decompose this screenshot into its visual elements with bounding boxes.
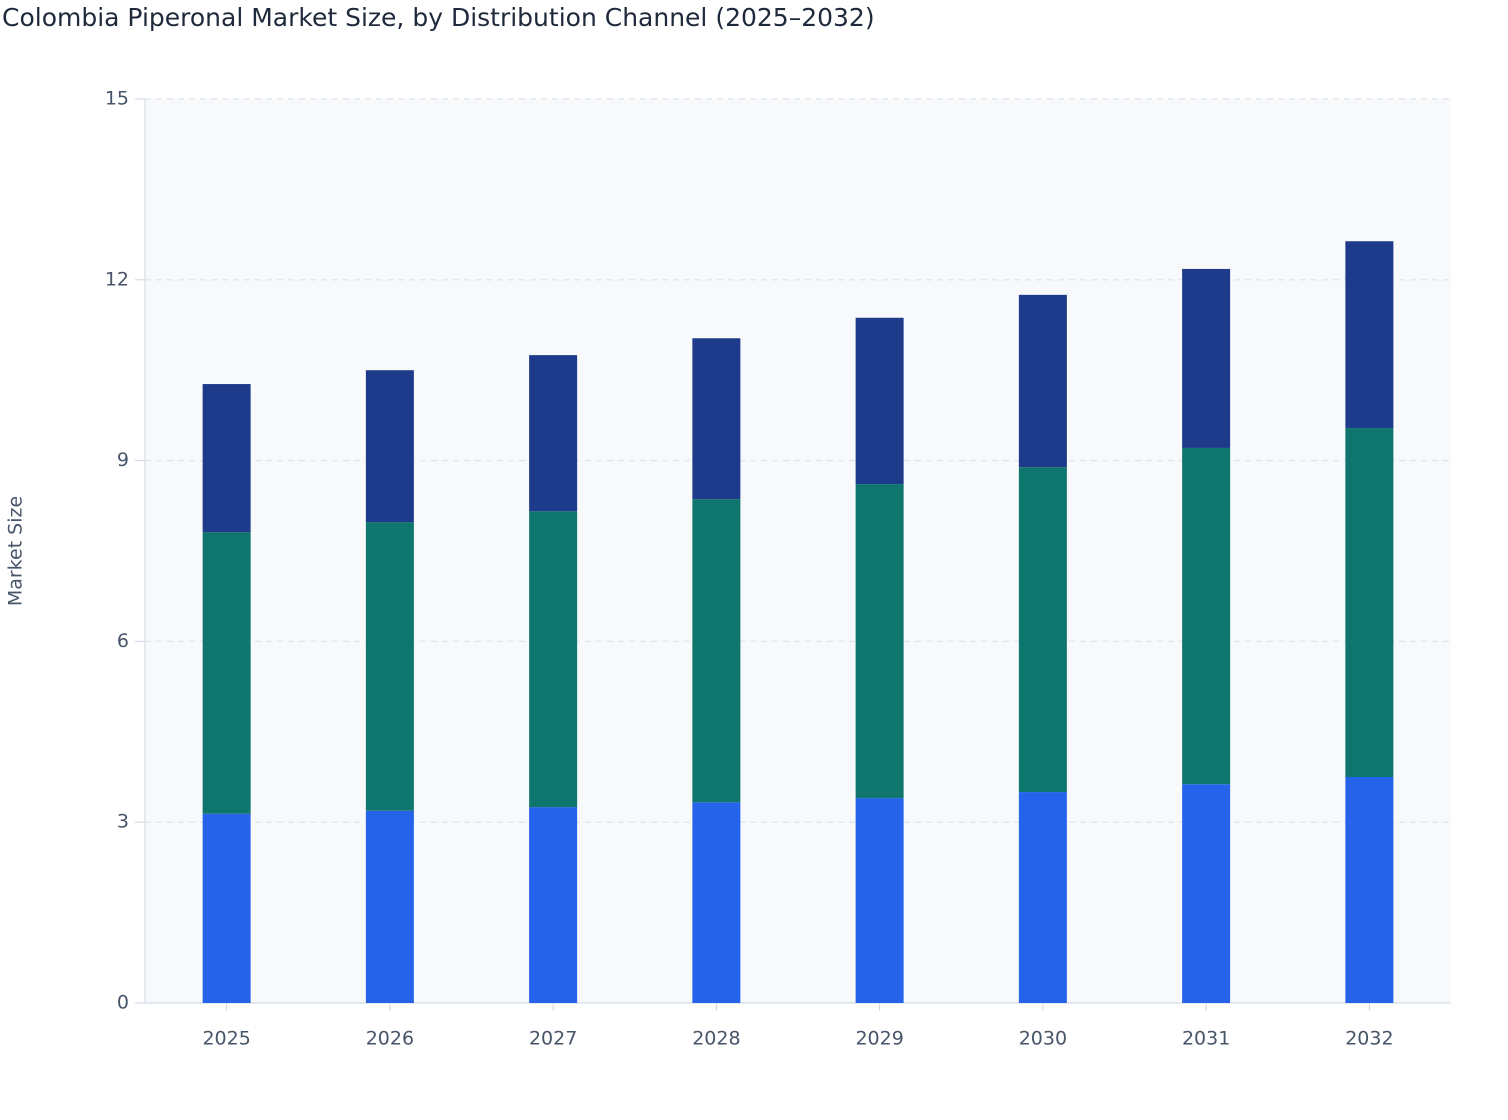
bar-segment — [1018, 294, 1067, 468]
bar-segment — [855, 317, 904, 485]
y-tick-label: 15 — [105, 88, 129, 110]
bar-segment — [202, 813, 251, 1003]
x-tick-label: 2026 — [366, 1028, 414, 1050]
bar-segment — [1182, 268, 1231, 448]
bar-segment — [202, 384, 251, 533]
bar-segment — [1018, 792, 1067, 1003]
bar-segment — [1018, 467, 1067, 793]
bar-segment — [1182, 784, 1231, 1003]
plot-background — [145, 99, 1451, 1003]
bar-segment — [855, 798, 904, 1003]
bar-segment — [692, 338, 741, 500]
bar-segment — [855, 484, 904, 799]
y-tick-label: 3 — [117, 811, 129, 833]
chart-title: Colombia Piperonal Market Size, by Distr… — [2, 3, 875, 32]
y-tick-label: 6 — [117, 630, 129, 652]
bar-segment — [1345, 428, 1394, 777]
x-tick-label: 2028 — [692, 1028, 740, 1050]
x-tick-label: 2025 — [202, 1028, 250, 1050]
bar-segment — [1182, 447, 1231, 785]
x-tick-label: 2032 — [1345, 1028, 1393, 1050]
bar-segment — [365, 522, 414, 811]
bar-segment — [1345, 241, 1394, 429]
y-tick-label: 9 — [117, 449, 129, 471]
y-tick-label: 12 — [105, 268, 129, 290]
x-tick-label: 2031 — [1182, 1028, 1230, 1050]
bar-segment — [692, 802, 741, 1003]
bar-segment — [692, 499, 741, 803]
bar-segment — [529, 511, 578, 808]
x-tick-label: 2030 — [1019, 1028, 1067, 1050]
bar-segment — [365, 810, 414, 1003]
bar-segment — [529, 355, 578, 512]
bar-segment — [202, 532, 251, 814]
bar-segment — [529, 807, 578, 1003]
y-axis-label: Market Size — [5, 496, 27, 606]
bar-segment — [1345, 777, 1394, 1003]
x-tick-label: 2027 — [529, 1028, 577, 1050]
bar-segment — [365, 370, 414, 523]
x-tick-label: 2029 — [855, 1028, 903, 1050]
y-tick-label: 0 — [117, 992, 129, 1014]
